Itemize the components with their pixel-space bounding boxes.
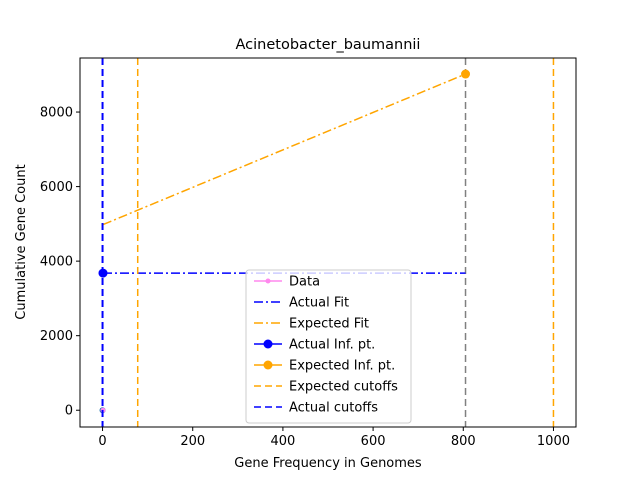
y-tick-label-6000: 6000 <box>40 180 73 195</box>
plot-area: 0 200 400 600 800 1000 0 2000 4000 6000 8000 Data Ac… <box>40 57 577 449</box>
legend-expected-inf-pt--swatch-marker <box>263 360 273 370</box>
legend-actual-fit-label: Actual Fit <box>289 296 349 311</box>
y-tick-label-0: 0 <box>65 404 73 419</box>
x-tick-label-400: 400 <box>270 434 295 449</box>
legend-actual-inf-pt--label: Actual Inf. pt. <box>289 338 375 353</box>
legend-actual-inf-pt--swatch-marker <box>263 339 273 349</box>
legend-actual-cutoffs-label: Actual cutoffs <box>289 401 378 416</box>
legend-expected-fit-label: Expected Fit <box>289 317 369 332</box>
x-tick-label-800: 800 <box>451 434 476 449</box>
series-expected-inf-pt--point-0 <box>461 69 471 79</box>
y-tick-label-8000: 8000 <box>40 106 73 121</box>
legend-expected-inf-pt--label: Expected Inf. pt. <box>289 359 395 374</box>
legend: Data Actual Fit Expected Fit Actual Inf. pt… <box>245 269 412 424</box>
series-expected-fit-line <box>102 73 466 226</box>
legend-data-label: Data <box>289 275 320 290</box>
x-tick-label-1000: 1000 <box>537 434 570 449</box>
x-tick-label-200: 200 <box>180 434 205 449</box>
legend-expected-cutoffs-label: Expected cutoffs <box>289 380 398 395</box>
chart-title: Acinetobacter_baumannii <box>236 37 421 53</box>
x-axis-label: Gene Frequency in Genomes <box>234 456 422 471</box>
plot-frame <box>79 57 577 428</box>
legend-data-swatch-marker <box>265 278 271 284</box>
x-tick-label-0: 0 <box>98 434 106 449</box>
y-tick-label-2000: 2000 <box>40 329 73 344</box>
y-axis-label: Cumulative Gene Count <box>14 164 29 319</box>
legend-box <box>245 269 412 424</box>
y-tick-label-4000: 4000 <box>40 255 73 270</box>
x-tick-label-600: 600 <box>361 434 386 449</box>
